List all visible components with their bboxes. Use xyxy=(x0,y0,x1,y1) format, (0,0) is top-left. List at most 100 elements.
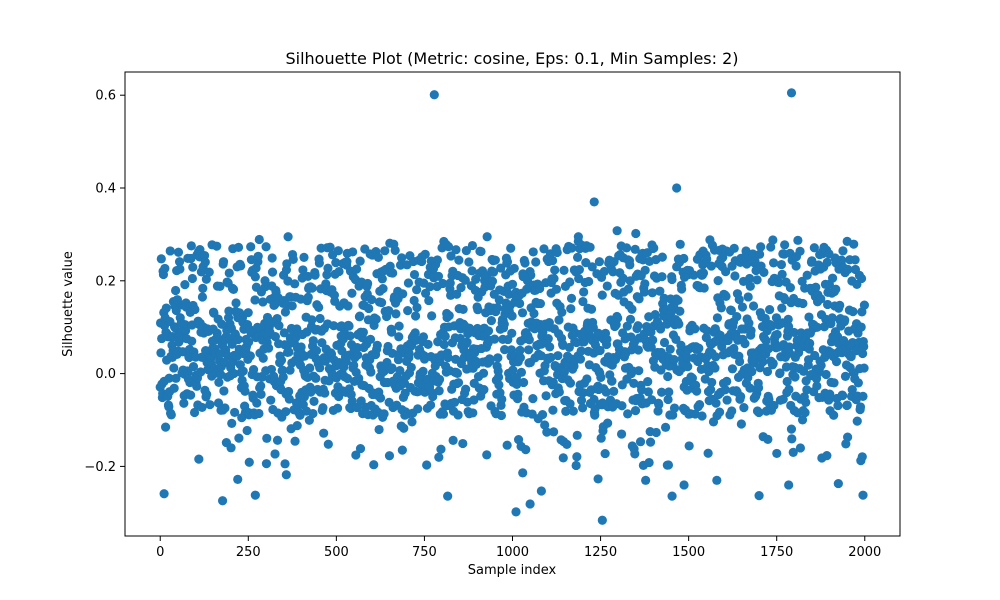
data-point xyxy=(727,364,738,374)
x-tick-label: 250 xyxy=(236,545,261,560)
data-point xyxy=(243,337,254,347)
data-point xyxy=(377,274,387,284)
data-point xyxy=(684,441,694,451)
data-point xyxy=(445,278,455,288)
data-point xyxy=(308,408,318,419)
data-point xyxy=(345,331,355,341)
data-point xyxy=(797,415,808,425)
data-point xyxy=(280,459,290,469)
data-point xyxy=(174,257,185,267)
data-point xyxy=(238,366,248,376)
data-point xyxy=(420,249,430,259)
data-point xyxy=(220,403,230,413)
data-point xyxy=(227,418,237,429)
data-point xyxy=(473,305,483,315)
data-point xyxy=(423,339,433,349)
data-point xyxy=(727,406,737,416)
data-point xyxy=(377,297,387,308)
data-point xyxy=(451,245,461,255)
data-point xyxy=(303,271,313,282)
data-point xyxy=(325,242,335,252)
data-point xyxy=(262,433,272,443)
data-point xyxy=(554,315,564,325)
x-tick-label: 0 xyxy=(156,545,164,560)
data-point xyxy=(827,313,837,323)
data-point xyxy=(214,377,224,387)
data-point xyxy=(410,311,421,321)
data-point xyxy=(748,249,758,259)
data-point xyxy=(446,251,456,261)
data-point xyxy=(690,324,700,334)
data-point xyxy=(612,226,622,236)
data-point xyxy=(508,365,518,375)
data-point xyxy=(607,376,617,386)
data-point xyxy=(323,439,333,449)
data-point xyxy=(535,283,545,294)
data-point xyxy=(594,257,605,267)
data-point xyxy=(663,371,673,382)
data-point xyxy=(256,389,266,399)
data-point xyxy=(647,288,657,298)
data-point xyxy=(156,254,166,264)
data-point xyxy=(616,429,627,439)
data-point xyxy=(755,249,765,259)
data-point xyxy=(840,315,850,325)
data-point xyxy=(331,258,341,268)
data-point xyxy=(694,400,705,410)
data-point xyxy=(502,440,512,450)
data-point xyxy=(586,304,597,314)
data-point xyxy=(387,348,397,358)
data-point xyxy=(557,307,567,317)
data-point xyxy=(732,311,742,322)
data-point xyxy=(706,385,716,395)
data-point xyxy=(307,283,317,293)
data-point xyxy=(364,303,374,314)
data-point xyxy=(787,434,797,444)
data-point xyxy=(768,258,779,268)
data-point xyxy=(434,452,444,462)
x-axis-label: Sample index xyxy=(468,563,557,578)
data-point xyxy=(468,408,478,418)
data-point xyxy=(736,391,746,402)
plot-area-frame xyxy=(124,71,901,537)
data-point xyxy=(397,445,407,455)
data-point xyxy=(630,405,641,416)
data-point xyxy=(461,246,471,256)
data-point xyxy=(390,245,400,255)
y-tick-label: −0.2 xyxy=(84,460,116,475)
data-points xyxy=(155,88,870,525)
data-point xyxy=(418,366,428,376)
data-point xyxy=(595,345,605,356)
data-point xyxy=(464,257,474,267)
data-point xyxy=(674,319,684,329)
data-point xyxy=(281,407,291,417)
data-point xyxy=(219,386,229,396)
data-point xyxy=(675,239,685,249)
data-point xyxy=(523,345,534,355)
data-point xyxy=(536,486,546,496)
data-point xyxy=(413,404,423,414)
data-point xyxy=(672,183,682,193)
data-point xyxy=(567,243,577,253)
data-point xyxy=(774,277,784,288)
data-point xyxy=(737,302,748,312)
data-point xyxy=(697,411,707,421)
data-point xyxy=(589,197,599,207)
data-point xyxy=(380,246,390,256)
data-point xyxy=(584,276,594,287)
data-point xyxy=(186,241,196,251)
data-point xyxy=(838,246,848,256)
data-point xyxy=(403,306,413,316)
data-point xyxy=(487,276,498,286)
data-point xyxy=(314,302,324,312)
data-point xyxy=(759,267,769,277)
data-point xyxy=(579,287,589,297)
data-point xyxy=(783,314,793,324)
data-point xyxy=(372,340,382,350)
data-point xyxy=(712,313,723,323)
data-point xyxy=(546,352,556,363)
data-point xyxy=(506,243,516,253)
data-point xyxy=(439,339,449,350)
data-point xyxy=(551,284,562,294)
data-point xyxy=(352,343,362,353)
